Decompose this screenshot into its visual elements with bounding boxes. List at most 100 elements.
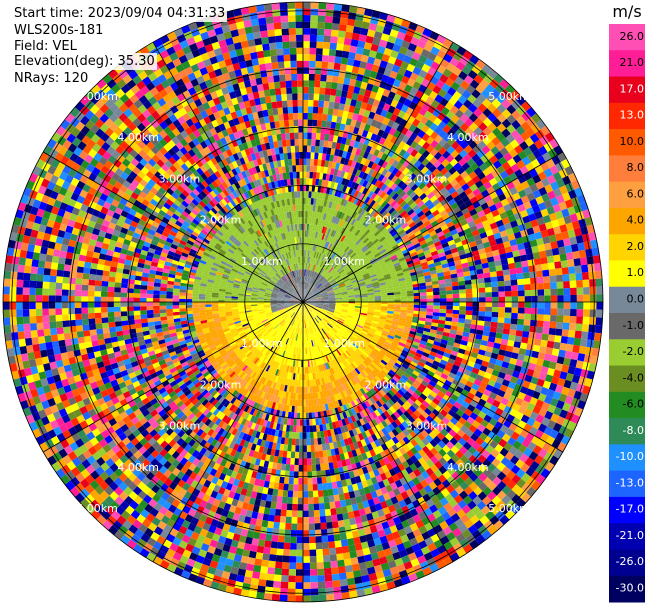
velocity-gate: [325, 264, 330, 271]
velocity-gate: [313, 289, 319, 295]
velocity-gate: [298, 297, 303, 302]
velocity-gate: [283, 275, 288, 282]
velocity-gate: [335, 305, 342, 308]
velocity-gate: [315, 303, 323, 305]
velocity-gate: [328, 304, 336, 306]
velocity-gate: [272, 311, 280, 316]
velocity-gate: [309, 303, 316, 306]
velocity-gate: [298, 314, 301, 322]
velocity-gate: [290, 297, 297, 300]
velocity-gate: [299, 178, 303, 185]
velocity-gate: [283, 302, 290, 304]
velocity-gate: [278, 309, 286, 313]
velocity-gate: [324, 316, 331, 321]
velocity-gate: [303, 178, 307, 185]
velocity-gate: [276, 303, 284, 305]
velocity-gate: [294, 320, 298, 328]
velocity-gate: [332, 286, 340, 290]
velocity-gate: [304, 314, 307, 322]
velocity-gate: [301, 295, 303, 302]
velocity-gate: [309, 263, 313, 271]
velocity-gate: [407, 307, 414, 311]
velocity-gate: [284, 294, 291, 298]
velocity-gate: [329, 320, 336, 325]
velocity-gate: [323, 281, 329, 287]
velocity-gate: [315, 265, 319, 273]
velocity-gate: [316, 315, 322, 321]
velocity-gate: [276, 316, 282, 322]
velocity-gate: [328, 304, 336, 307]
velocity-gate: [284, 295, 291, 298]
velocity-gate: [295, 314, 299, 321]
velocity-gate: [278, 292, 285, 296]
velocity-gate: [299, 308, 302, 315]
velocity-gate: [307, 269, 310, 277]
velocity-gate: [290, 300, 297, 302]
velocity-gate: [304, 289, 307, 296]
velocity-gate: [320, 290, 327, 295]
velocity-gate: [278, 291, 286, 295]
velocity-gate: [400, 302, 408, 305]
velocity-gate: [315, 282, 321, 288]
velocity-gate: [334, 311, 341, 315]
velocity-gate: [314, 281, 320, 287]
velocity-gate: [303, 308, 305, 315]
velocity-gate: [264, 308, 272, 312]
velocity-gate: [311, 270, 314, 278]
velocity-gate: [420, 292, 427, 296]
velocity-gate: [310, 277, 313, 284]
velocity-gate: [309, 304, 316, 307]
velocity-gate: [286, 266, 290, 273]
velocity-gate: [274, 324, 280, 330]
velocity-gate: [309, 302, 317, 304]
velocity-gate: [284, 306, 291, 310]
velocity-gate: [322, 298, 329, 300]
velocity-gate: [294, 284, 298, 291]
velocity-gate: [283, 303, 291, 305]
velocity-gate: [290, 304, 298, 308]
velocity-gate: [280, 277, 286, 284]
velocity-gate: [305, 399, 309, 407]
velocity-gate: [298, 289, 301, 296]
velocity-gate: [294, 270, 297, 277]
velocity-gate: [331, 316, 338, 321]
velocity-gate: [283, 322, 288, 329]
velocity-gate: [322, 299, 330, 301]
velocity-gate: [304, 334, 307, 342]
velocity-gate: [266, 286, 274, 290]
velocity-gate: [276, 282, 282, 288]
velocity-gate: [205, 296, 212, 300]
velocity-gate: [426, 308, 434, 313]
velocity-gate: [293, 306, 299, 312]
velocity-gate: [287, 280, 292, 287]
velocity-gate: [332, 316, 339, 320]
velocity-gate: [324, 316, 330, 322]
velocity-gate: [285, 307, 292, 312]
velocity-gate: [264, 307, 271, 310]
velocity-gate: [301, 308, 303, 315]
velocity-gate: [303, 406, 306, 413]
velocity-gate: [314, 293, 321, 297]
velocity-gate: [276, 299, 284, 301]
velocity-gate: [292, 285, 297, 292]
velocity-gate: [317, 331, 321, 338]
velocity-gate: [283, 315, 289, 320]
velocity-gate: [286, 317, 292, 323]
velocity-gate: [298, 373, 302, 381]
velocity-gate: [314, 258, 318, 265]
velocity-gate: [290, 286, 295, 293]
velocity-gate: [307, 263, 310, 270]
velocity-gate: [198, 302, 206, 305]
velocity-gate: [307, 314, 310, 321]
velocity-gate: [321, 292, 328, 296]
velocity-gate: [420, 305, 427, 309]
velocity-gate: [307, 314, 311, 321]
velocity-gate: [301, 308, 303, 316]
velocity-gate: [308, 399, 312, 407]
velocity-gate: [274, 274, 280, 280]
velocity-gate: [297, 282, 300, 290]
velocity-gate: [323, 263, 328, 270]
velocity-gate: [314, 307, 321, 311]
velocity-gate: [304, 314, 306, 322]
velocity-gate: [313, 264, 317, 272]
